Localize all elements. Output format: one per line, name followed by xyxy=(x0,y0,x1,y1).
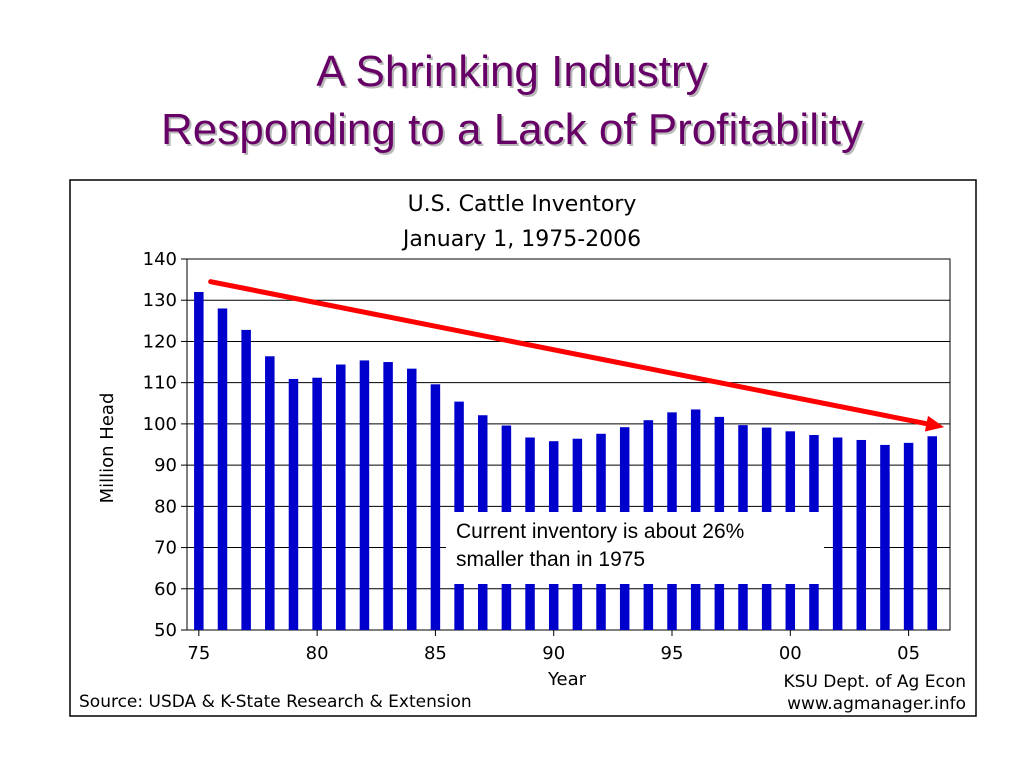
y-tick-label: 80 xyxy=(154,496,177,517)
slide-title-line-2: Responding to a Lack of Profitability xyxy=(161,105,863,154)
callout-line-2: smaller than in 1975 xyxy=(456,548,646,571)
x-tick-label: 00 xyxy=(779,643,802,664)
y-tick-label: 110 xyxy=(143,373,177,394)
x-axis-label: Year xyxy=(547,669,587,690)
bar-1984 xyxy=(407,368,417,630)
callout-line-1: Current inventory is about 26% xyxy=(456,520,745,543)
slide-title-line-1: A Shrinking Industry xyxy=(316,47,708,96)
x-tick-label: 80 xyxy=(306,643,329,664)
x-tick-label: 05 xyxy=(897,643,920,664)
x-tick-label: 75 xyxy=(187,643,210,664)
y-tick-label: 70 xyxy=(154,538,177,559)
bar-2003 xyxy=(856,439,867,630)
source-note: Source: USDA & K-State Research & Extens… xyxy=(79,692,472,712)
y-tick-label: 100 xyxy=(143,414,177,435)
trend-arrow-line xyxy=(208,279,929,427)
bar-1985 xyxy=(430,384,441,630)
bar-1983 xyxy=(383,362,393,630)
y-tick-label: 140 xyxy=(143,249,177,270)
y-tick-label: 120 xyxy=(143,331,177,352)
bar-2006 xyxy=(927,436,938,630)
chart-title: U.S. Cattle Inventory xyxy=(408,192,637,217)
bar-1977 xyxy=(241,329,251,630)
y-tick-label: 90 xyxy=(154,455,177,476)
bar-1976 xyxy=(217,308,228,630)
y-tick-label: 50 xyxy=(154,620,177,641)
bar-2004 xyxy=(880,444,890,630)
trend-arrow xyxy=(208,279,945,432)
bar-2005 xyxy=(903,442,914,630)
bar-1980 xyxy=(312,377,322,630)
chart-subtitle: January 1, 1975-2006 xyxy=(401,227,641,252)
bar-1978 xyxy=(265,356,275,630)
y-tick-label: 60 xyxy=(154,579,177,600)
bar-1982 xyxy=(359,360,370,630)
bar-1979 xyxy=(288,378,299,630)
bar-2002 xyxy=(832,437,843,630)
y-tick-label: 130 xyxy=(143,290,177,311)
callout-box: Current inventory is about 26% smaller t… xyxy=(446,512,824,584)
credit-line-2: www.agmanager.info xyxy=(787,694,966,714)
y-axis-label: Million Head xyxy=(97,393,118,504)
trend-arrow-head xyxy=(924,415,945,432)
axes: 50 60 70 80 90 100 110 120 130 140 75 80 85 90 95 00 05 xyxy=(143,249,920,664)
x-tick-label: 90 xyxy=(542,643,565,664)
plot-area xyxy=(186,258,951,631)
bar-1975 xyxy=(194,291,204,630)
x-tick-label: 95 xyxy=(661,643,684,664)
bar-1981 xyxy=(336,364,346,630)
x-tick-label: 85 xyxy=(424,643,447,664)
credit-line-1: KSU Dept. of Ag Econ xyxy=(784,672,966,692)
